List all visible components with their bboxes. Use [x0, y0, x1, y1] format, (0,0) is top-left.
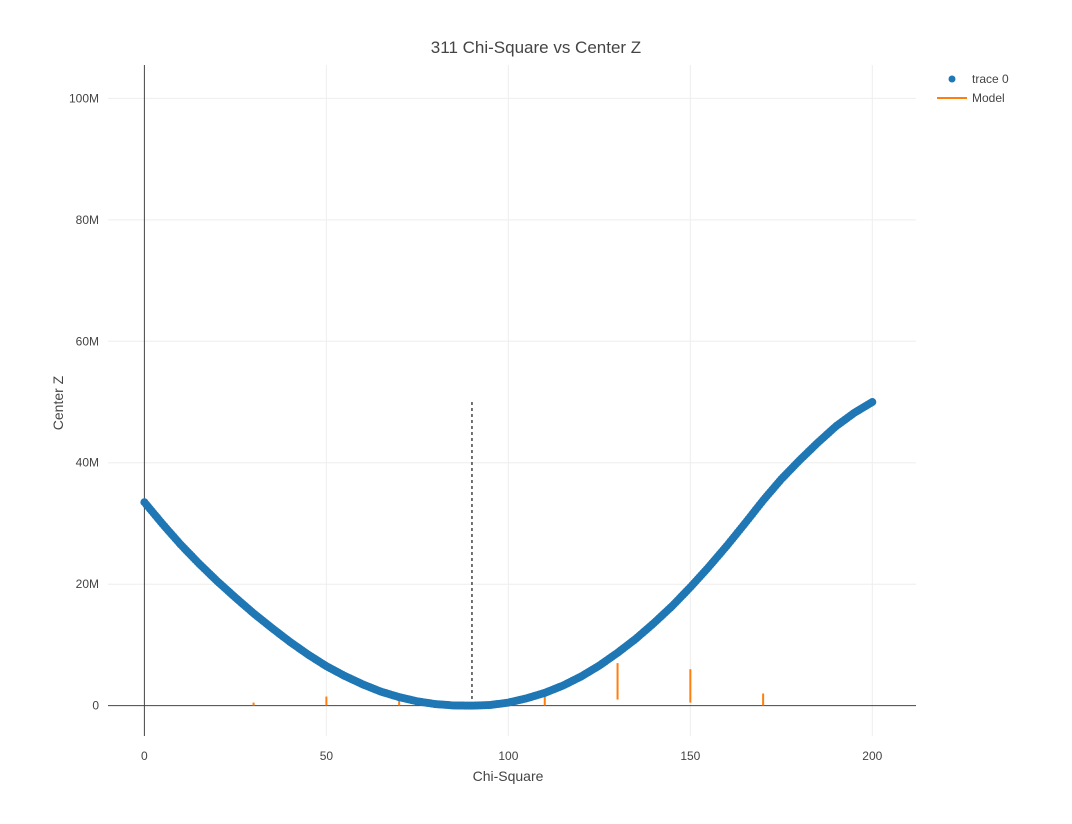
tick-labels: 0 50 100 150 200 0 20M 40M 60M 80M 100M [69, 91, 883, 763]
legend-item-trace-0[interactable]: trace 0 [948, 72, 1010, 86]
y-tick-label: 60M [76, 334, 99, 348]
y-tick-label: 20M [76, 577, 99, 591]
y-tick-label: 0 [92, 699, 99, 713]
chart-title: 311 Chi-Square vs Center Z [431, 38, 641, 57]
y-tick-label: 80M [76, 213, 99, 227]
legend[interactable]: trace 0 Model [937, 72, 1009, 105]
legend-marker-trace-0 [948, 75, 956, 83]
x-tick-label: 50 [320, 749, 334, 763]
y-tick-label: 40M [76, 456, 99, 470]
trace-0-point [868, 398, 877, 407]
legend-label-trace-0: trace 0 [972, 72, 1009, 86]
x-tick-label: 0 [141, 749, 148, 763]
trace-0-series [140, 398, 877, 710]
grid [108, 65, 916, 736]
x-axis-title: Chi-Square [473, 768, 544, 784]
legend-label-model: Model [972, 91, 1005, 105]
y-tick-label: 100M [69, 91, 99, 105]
y-axis-title: Center Z [50, 375, 66, 430]
model-series [252, 663, 765, 706]
legend-item-model[interactable]: Model [937, 91, 1005, 105]
x-tick-label: 100 [498, 749, 518, 763]
x-tick-label: 150 [680, 749, 700, 763]
x-tick-label: 200 [862, 749, 882, 763]
